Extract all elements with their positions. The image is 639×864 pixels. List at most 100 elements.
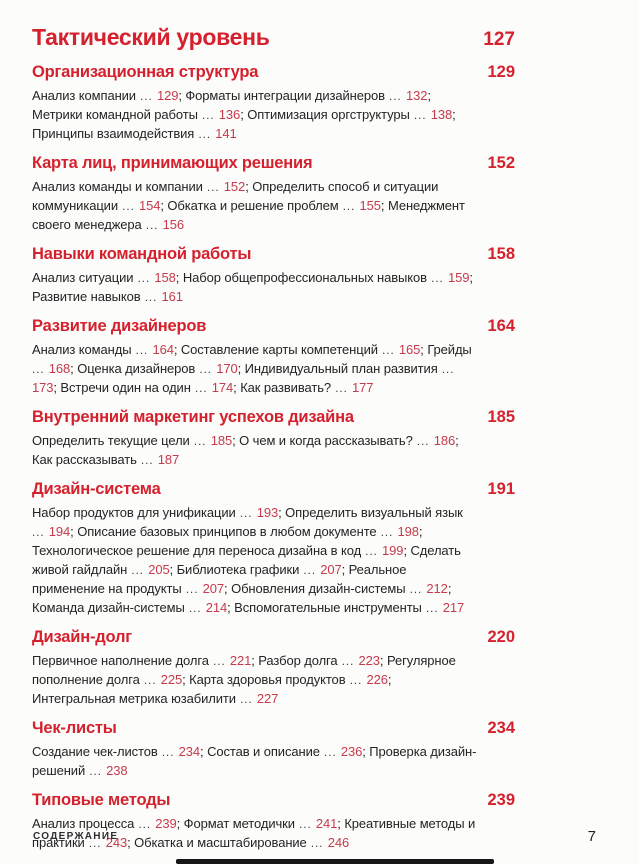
dot-leader: ...	[235, 508, 257, 520]
dot-leader: ...	[437, 364, 455, 376]
toc-entry-page-number: 226	[366, 672, 388, 687]
toc-entry-label: Описание базовых принципов в любом докум…	[77, 524, 377, 539]
toc-section-heading: Типовые методы	[32, 791, 171, 809]
toc-entry-label: Составление карты компетенций	[180, 342, 378, 357]
sections: Организационная структура 129 Анализ ком…	[32, 63, 639, 853]
toc-entry-label: Метрики командной работы	[32, 107, 198, 122]
toc-section-heading-row: Внутренний маркетинг успехов дизайна 185	[32, 408, 515, 427]
toc-section-heading: Навыки командной работы	[32, 245, 252, 263]
toc-entry-page-number: 138	[430, 107, 453, 122]
toc-entry-page-number: 165	[398, 342, 421, 357]
toc-section-entries: Анализ компании ... 129; Форматы интегра…	[32, 88, 456, 141]
toc-section-heading: Организационная структура	[32, 63, 259, 81]
toc-entry-label: Определить текущие цели	[32, 433, 190, 448]
toc-entry-page-number: 159	[447, 270, 470, 285]
dot-leader: ...	[412, 436, 434, 448]
toc-section: Навыки командной работы 158 Анализ ситуа…	[32, 245, 639, 307]
dot-leader: ...	[319, 747, 341, 759]
dot-leader: ...	[139, 675, 161, 687]
toc-entry-page-number: 239	[155, 816, 177, 831]
dot-leader: ...	[426, 273, 448, 285]
toc-entry-label: Карта здоровья продуктов	[189, 672, 346, 687]
toc-title: Тактический уровень	[32, 24, 270, 50]
dot-leader: ...	[235, 694, 257, 706]
toc-entry-page-number: 217	[442, 600, 465, 615]
dot-leader: ...	[421, 603, 443, 615]
dot-leader: ...	[118, 201, 139, 213]
dot-leader: ...	[136, 455, 158, 467]
toc-entry-label: Определить способ и ситуации коммуникаци…	[32, 179, 439, 213]
dot-leader: ...	[377, 345, 399, 357]
toc-section-heading-row: Организационная структура 129	[32, 63, 515, 82]
dot-leader: ...	[157, 747, 179, 759]
toc-entry-page-number: 129	[156, 88, 179, 103]
toc-entry-label: Команда дизайн-системы	[32, 600, 185, 615]
toc-entry-page-number: 194	[48, 524, 71, 539]
toc-entry-page-number: 227	[256, 691, 279, 706]
toc-section-heading-row: Навыки командной работы 158	[32, 245, 515, 264]
dot-leader: ...	[194, 129, 216, 141]
toc-entry-label: Анализ команды	[32, 342, 132, 357]
toc-entry-label: Определить визуальный язык	[285, 505, 463, 520]
toc-entry-label: Сделать живой гайдлайн	[32, 543, 461, 577]
dot-leader: ...	[197, 110, 219, 122]
toc-entry-label: Обкатка и масштабирование	[134, 835, 307, 850]
toc-entry-label: Оценка дизайнеров	[77, 361, 196, 376]
toc-entry-page-number: 174	[211, 380, 234, 395]
toc-section-entries: Анализ ситуации ... 158; Набор общепрофе…	[32, 270, 473, 304]
toc-section-heading: Развитие дизайнеров	[32, 317, 207, 335]
dot-leader: ...	[208, 656, 230, 668]
toc-entry-label: Реальное применение на продукты	[32, 562, 407, 596]
toc-entry-label: Анализ компании	[32, 88, 136, 103]
toc-entry-label: Анализ процесса	[32, 816, 135, 831]
toc-section-page-number: 220	[487, 628, 515, 646]
dot-leader: ...	[135, 91, 157, 103]
toc-entry-page-number: 173	[32, 380, 54, 395]
toc-section-heading-row: Дизайн-система 191	[32, 480, 515, 499]
toc-entry-page-number: 161	[161, 289, 183, 304]
toc-entry-page-number: 223	[358, 653, 380, 668]
dot-leader: ...	[184, 603, 206, 615]
toc-entry-page-number: 241	[315, 816, 338, 831]
toc-entry-page-number: 141	[215, 126, 237, 141]
toc-entry-page-number: 177	[352, 380, 374, 395]
dot-leader: ...	[361, 546, 383, 558]
dot-leader: ...	[294, 819, 316, 831]
toc-entry-label: Как развивать?	[240, 380, 332, 395]
toc-section-page-number: 191	[487, 480, 515, 498]
toc-entry-label: Регулярное пополнение долга	[32, 653, 456, 687]
dot-leader: ...	[133, 273, 155, 285]
toc-entry-page-number: 170	[216, 361, 238, 376]
toc-section: Дизайн-долг 220 Первичное наполнение дол…	[32, 628, 639, 709]
toc-entry-label: О чем и когда рассказывать?	[239, 433, 413, 448]
toc-entry-page-number: 156	[162, 217, 185, 232]
toc-entry-page-number: 221	[229, 653, 252, 668]
toc-entry-label: Развитие навыков	[32, 289, 141, 304]
toc-section-page-number: 152	[487, 154, 515, 172]
toc-entry-page-number: 136	[218, 107, 241, 122]
toc-entry-page-number: 212	[426, 581, 448, 596]
toc-title-row: Тактический уровень 127	[32, 24, 515, 51]
dot-leader: ...	[384, 91, 406, 103]
toc-entry-page-number: 243	[105, 835, 128, 850]
toc-entry-page-number: 158	[154, 270, 176, 285]
toc-entry-label: Принципы взаимодействия	[32, 126, 195, 141]
dot-leader: ...	[337, 656, 359, 668]
dot-leader: ...	[131, 345, 153, 357]
toc-section: Организационная структура 129 Анализ ком…	[32, 63, 639, 144]
dot-leader: ...	[405, 584, 427, 596]
toc-entry-label: Формат методички	[183, 816, 295, 831]
toc-section-heading: Дизайн-система	[32, 480, 161, 498]
toc-section-heading-row: Типовые методы 239	[32, 791, 515, 810]
toc-entry-label: Менеджмент своего менеджера	[32, 198, 465, 232]
toc-entry-page-number: 155	[359, 198, 381, 213]
toc-section-entries: Анализ команды ... 164; Составление карт…	[32, 342, 472, 395]
toc-entry-label: Встречи один на один	[60, 380, 191, 395]
dot-leader: ...	[202, 182, 224, 194]
toc-entry-page-number: 132	[405, 88, 428, 103]
toc-entry-page-number: 198	[397, 524, 419, 539]
toc-section: Типовые методы 239 Анализ процесса ... 2…	[32, 791, 639, 853]
dot-leader: ...	[140, 292, 162, 304]
toc-section: Чек-листы 234 Создание чек-листов ... 23…	[32, 719, 639, 781]
toc-section-page-number: 234	[487, 719, 515, 737]
